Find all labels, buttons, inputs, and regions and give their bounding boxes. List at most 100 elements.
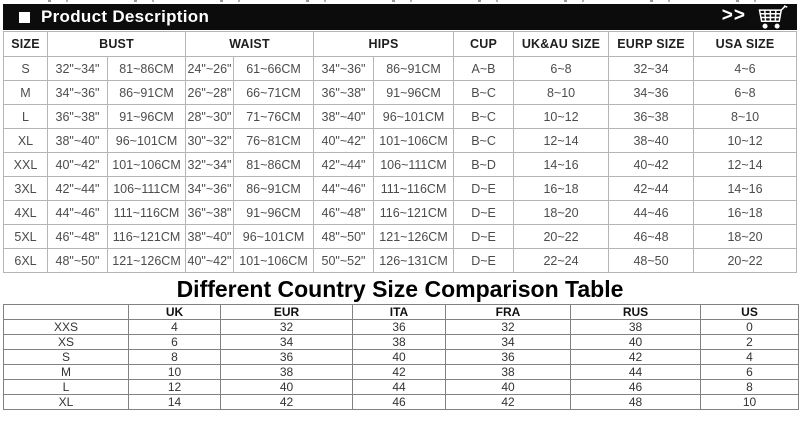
value-cell: 44 xyxy=(570,364,701,380)
value-cell: 40 xyxy=(445,379,571,395)
value-cell: 38~40 xyxy=(608,128,695,153)
value-cell: 40"~42" xyxy=(47,152,108,177)
value-cell: 106~111CM xyxy=(373,152,455,177)
value-cell: 40 xyxy=(352,349,446,365)
value-cell: 32~34 xyxy=(608,56,695,81)
value-cell: 18~20 xyxy=(513,200,610,225)
value-cell: 38 xyxy=(352,334,446,350)
square-bullet-icon xyxy=(19,11,30,23)
value-cell: 48"~50" xyxy=(313,224,375,249)
row-label-cell: S xyxy=(3,56,48,81)
value-cell: 34"~36" xyxy=(185,176,235,201)
column-header: WAIST xyxy=(185,31,315,57)
value-cell: 38 xyxy=(570,319,701,335)
value-cell: 40 xyxy=(220,379,353,395)
table-row: 5XL 46"~48" 116~121CM 38"~40" 96~101CM 48"~50… xyxy=(3,224,798,249)
table-row: XL 14 42 46 42 48 10 xyxy=(3,394,799,410)
value-cell: 36~38 xyxy=(608,104,695,129)
value-cell: 6~8 xyxy=(513,56,610,81)
header-title: Product Description xyxy=(41,6,210,26)
value-cell: 61~66CM xyxy=(233,56,315,81)
value-cell: 48~50 xyxy=(608,248,695,273)
value-cell: 76~81CM xyxy=(233,128,315,153)
row-label-cell: L xyxy=(3,104,48,129)
value-cell: 111~116CM xyxy=(106,200,187,225)
value-cell: 34~36 xyxy=(608,80,695,105)
value-cell: 48"~50" xyxy=(47,248,108,273)
country-comparison-table: UK EUR ITA FRA RUS US XXS 4 32 36 32 38 0 XS 6 34 38 34 4… xyxy=(3,304,799,410)
value-cell: 10~12 xyxy=(513,104,610,129)
value-cell: 34 xyxy=(220,334,353,350)
value-cell: 32"~34" xyxy=(185,152,235,177)
value-cell: 12 xyxy=(128,379,221,395)
value-cell: 101~106CM xyxy=(106,152,187,177)
value-cell: 101~106CM xyxy=(233,248,315,273)
value-cell: D~E xyxy=(453,248,515,273)
row-label-cell: L xyxy=(3,379,129,395)
value-cell: 44"~46" xyxy=(313,176,375,201)
value-cell: 14 xyxy=(128,394,221,410)
value-cell: 4 xyxy=(700,349,799,365)
table-row: XXS 4 32 36 32 38 0 xyxy=(3,319,799,335)
value-cell: 81~86CM xyxy=(233,152,315,177)
row-label-cell: 5XL xyxy=(3,224,48,249)
column-header: USA SIZE xyxy=(693,31,798,57)
value-cell: 86~91CM xyxy=(106,80,187,105)
cropped-text-sliver xyxy=(14,0,786,2)
table-row: M 10 38 42 38 44 6 xyxy=(3,364,799,380)
chevron-right-icon[interactable]: >> xyxy=(721,5,746,26)
product-description-header: Product Description >> xyxy=(3,4,797,30)
column-header: RUS xyxy=(570,304,701,320)
table-row: XL 38"~40" 96~101CM 30"~32" 76~81CM 40"~42" 10… xyxy=(3,128,798,153)
value-cell: 91~96CM xyxy=(233,200,315,225)
table-row: S 8 36 40 36 42 4 xyxy=(3,349,799,365)
value-cell: 48 xyxy=(570,394,701,410)
column-header: FRA xyxy=(445,304,571,320)
row-label-cell: XS xyxy=(3,334,129,350)
value-cell: D~E xyxy=(453,200,515,225)
value-cell: 96~101CM xyxy=(233,224,315,249)
value-cell: 14~16 xyxy=(513,152,610,177)
value-cell: 121~126CM xyxy=(106,248,187,273)
value-cell: 10 xyxy=(700,394,799,410)
value-cell: 20~22 xyxy=(513,224,610,249)
value-cell: 81~86CM xyxy=(106,56,187,81)
value-cell: 116~121CM xyxy=(373,200,455,225)
value-cell: 46"~48" xyxy=(313,200,375,225)
value-cell: 40~42 xyxy=(608,152,695,177)
value-cell: 16~18 xyxy=(513,176,610,201)
comparison-table-title: Different Country Size Comparison Table xyxy=(176,276,624,302)
value-cell: 26"~28" xyxy=(185,80,235,105)
value-cell: 8 xyxy=(128,349,221,365)
value-cell: 36"~38" xyxy=(185,200,235,225)
value-cell: 6 xyxy=(700,364,799,380)
value-cell: 34"~36" xyxy=(313,56,375,81)
value-cell: 44~46 xyxy=(608,200,695,225)
table-row: L 12 40 44 40 46 8 xyxy=(3,379,799,395)
column-header: HIPS xyxy=(313,31,455,57)
column-header: UK xyxy=(128,304,221,320)
table-row: L 36"~38" 91~96CM 28"~30" 71~76CM 38"~40" 96~1… xyxy=(3,104,798,129)
value-cell: D~E xyxy=(453,176,515,201)
value-cell: 38 xyxy=(220,364,353,380)
value-cell: 24"~26" xyxy=(185,56,235,81)
row-label-cell: XXL xyxy=(3,152,48,177)
value-cell: 8~10 xyxy=(513,80,610,105)
column-header: EURP SIZE xyxy=(608,31,695,57)
value-cell: 86~91CM xyxy=(373,56,455,81)
value-cell: 111~116CM xyxy=(373,176,455,201)
value-cell: 44"~46" xyxy=(47,200,108,225)
shopping-cart-icon[interactable] xyxy=(755,4,789,30)
value-cell: 42 xyxy=(570,349,701,365)
value-cell: 116~121CM xyxy=(106,224,187,249)
column-header: CUP xyxy=(453,31,515,57)
value-cell: 46 xyxy=(352,394,446,410)
value-cell: B~C xyxy=(453,104,515,129)
value-cell: 4~6 xyxy=(693,56,798,81)
comparison-header-row: UK EUR ITA FRA RUS US xyxy=(3,304,799,320)
value-cell: 28"~30" xyxy=(185,104,235,129)
row-label-cell: 4XL xyxy=(3,200,48,225)
row-label-cell: M xyxy=(3,364,129,380)
value-cell: 96~101CM xyxy=(106,128,187,153)
